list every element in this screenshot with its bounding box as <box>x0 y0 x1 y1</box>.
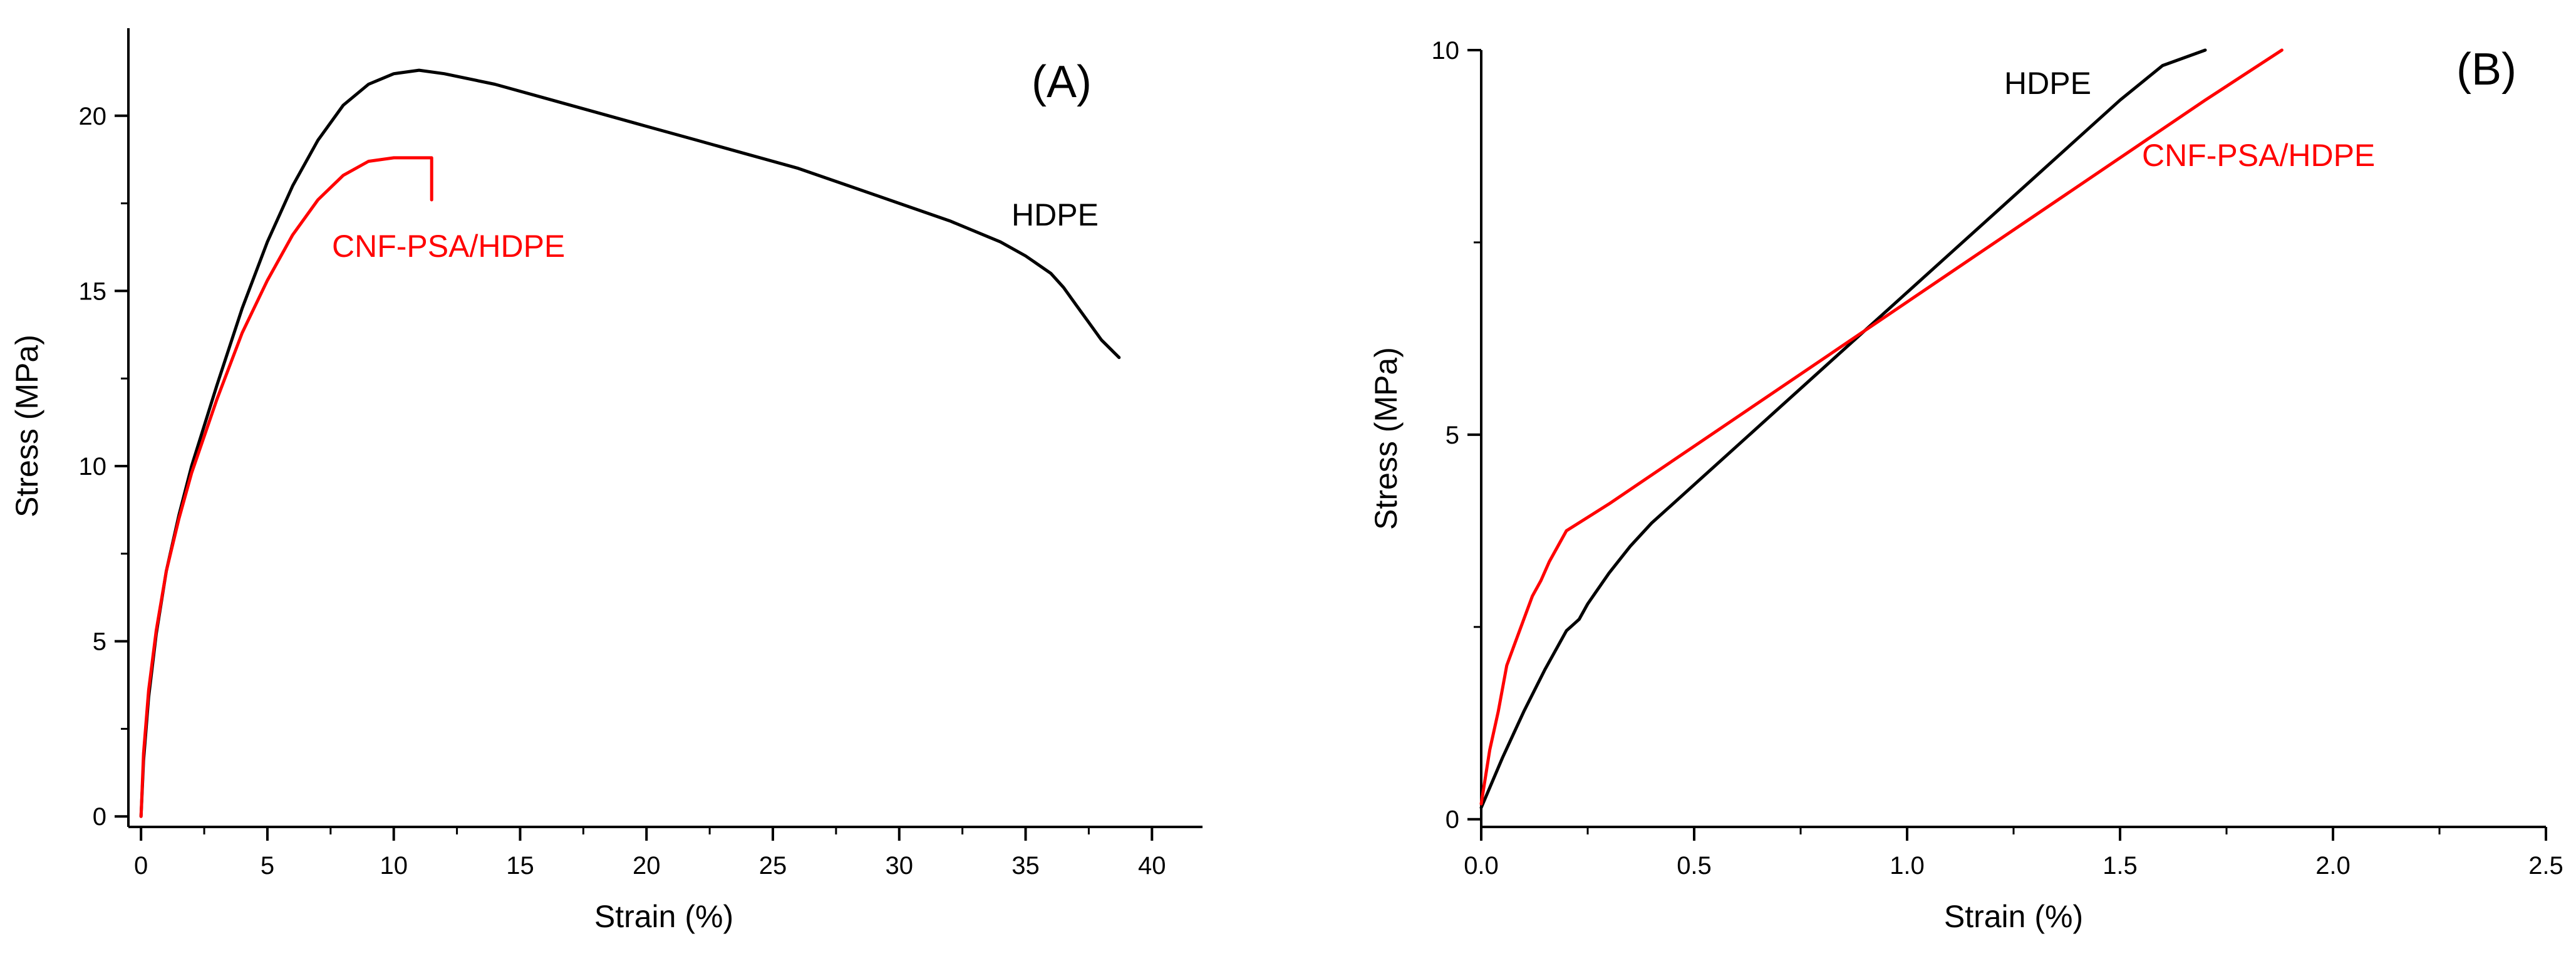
panel-a-series <box>139 68 1121 818</box>
panel-a-x-axis-title: Strain (%) <box>594 899 733 934</box>
panel-a-ticks: 0 5 10 15 20 25 30 35 40 0 5 10 15 20 <box>79 103 1166 880</box>
x-tick-label: 0.5 <box>1677 852 1712 880</box>
x-tick-label: 2.0 <box>2315 852 2351 880</box>
panel-b-chart: 0.0 0.5 1.0 1.5 2.0 2.5 0 5 10 Strain (%) Stress… <box>1368 37 2563 934</box>
y-tick-label: 20 <box>79 103 107 130</box>
x-tick-label: 2.5 <box>2528 852 2563 880</box>
x-tick-label: 5 <box>261 852 274 880</box>
series-line-cnf-psa-hdpe <box>139 156 433 818</box>
panel-a-hdpe-label: HDPE <box>1011 197 1099 232</box>
panel-b-hdpe-label: HDPE <box>2004 66 2091 101</box>
x-tick-label: 0 <box>134 852 148 880</box>
y-tick-label: 5 <box>93 628 106 656</box>
panel-b-y-axis-title: Stress (MPa) <box>1368 347 1404 530</box>
panel-a-label: (A) <box>1032 57 1092 107</box>
panel-b-ticks: 0.0 0.5 1.0 1.5 2.0 2.5 0 5 10 <box>1432 37 2563 880</box>
series-line-hdpe <box>139 68 1121 818</box>
x-tick-label: 40 <box>1138 852 1166 880</box>
x-tick-label: 10 <box>380 852 408 880</box>
y-tick-label: 5 <box>1446 422 1459 449</box>
x-tick-label: 20 <box>633 852 661 880</box>
x-tick-label: 15 <box>506 852 534 880</box>
x-tick-label: 35 <box>1011 852 1040 880</box>
x-tick-label: 0.0 <box>1464 852 1499 880</box>
panel-a-y-axis-title: Stress (MPa) <box>9 335 44 517</box>
y-tick-label: 10 <box>1432 37 1460 65</box>
series-line-cnf-psa-hdpe <box>1479 48 2284 806</box>
x-tick-label: 25 <box>759 852 787 880</box>
panel-b-series <box>1479 48 2284 809</box>
panel-a-chart: 0 5 10 15 20 25 30 35 40 0 5 10 15 20 Strain (%) Stre… <box>9 28 1203 934</box>
x-tick-label: 30 <box>886 852 914 880</box>
panel-a-cnf-psa-hdpe-label: CNF-PSA/HDPE <box>332 229 565 264</box>
y-tick-label: 0 <box>1446 806 1459 834</box>
y-tick-label: 10 <box>79 453 107 480</box>
x-tick-label: 1.5 <box>2103 852 2138 880</box>
y-tick-label: 15 <box>79 278 107 305</box>
panel-b-label: (B) <box>2456 44 2517 95</box>
y-tick-label: 0 <box>93 803 106 831</box>
panel-b-cnf-psa-hdpe-label: CNF-PSA/HDPE <box>2142 138 2375 173</box>
x-tick-label: 1.0 <box>1890 852 1925 880</box>
series-line-hdpe <box>1479 48 2207 809</box>
panel-b-x-axis-title: Strain (%) <box>1944 899 2083 934</box>
